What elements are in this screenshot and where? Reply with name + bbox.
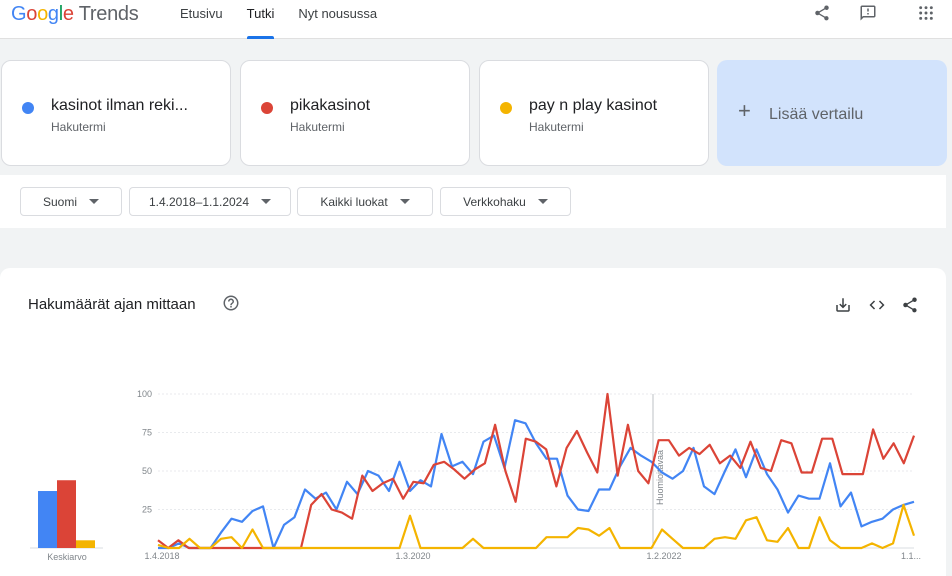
chart-title: Hakumäärät ajan mittaan xyxy=(28,296,196,313)
series-color-dot xyxy=(22,102,34,114)
series-line-1 xyxy=(158,419,915,550)
average-bar-2 xyxy=(57,480,76,548)
y-tick-label: 50 xyxy=(142,466,152,476)
main-nav: Etusivu Tutki Nyt nousussa xyxy=(168,0,389,39)
term-name: kasinot ilman reki... xyxy=(51,97,188,114)
search-type-value: Verkkohaku xyxy=(463,194,526,209)
logo-google-text: Google xyxy=(11,3,74,25)
region-value: Suomi xyxy=(42,194,77,209)
y-tick-label: 25 xyxy=(142,505,152,515)
date-range-dropdown[interactable]: 1.4.2018–1.1.2024 xyxy=(129,187,291,216)
share-icon[interactable] xyxy=(811,2,833,24)
filter-bar: Suomi 1.4.2018–1.1.2024 Kaikki luokat Ve… xyxy=(0,175,946,228)
x-tick-label: 1.4.2018 xyxy=(144,551,179,561)
logo-trends-text: Trends xyxy=(78,3,139,25)
term-name: pay n play kasinot xyxy=(529,97,658,114)
term-card-2[interactable]: pikakasinot Hakutermi xyxy=(240,60,470,166)
average-bar-1 xyxy=(38,491,57,548)
apps-grid-icon[interactable] xyxy=(915,2,937,24)
series-color-dot xyxy=(500,102,512,114)
category-value: Kaikki luokat xyxy=(320,194,388,209)
region-dropdown[interactable]: Suomi xyxy=(20,187,122,216)
x-tick-label: 1.2.2022 xyxy=(646,551,681,561)
average-label: Keskiarvo xyxy=(47,552,87,562)
feedback-icon[interactable] xyxy=(857,2,879,24)
caret-down-icon xyxy=(399,199,410,204)
term-type: Hakutermi xyxy=(290,120,345,134)
note-label: Huomioitavaa xyxy=(655,450,665,505)
average-bar-3 xyxy=(76,540,95,548)
help-icon[interactable] xyxy=(222,294,240,312)
add-comparison-label: Lisää vertailu xyxy=(769,106,864,123)
top-bar: Google Trends Etusivu Tutki Nyt nousussa xyxy=(0,0,952,39)
term-card-3[interactable]: pay n play kasinot Hakutermi xyxy=(479,60,709,166)
category-dropdown[interactable]: Kaikki luokat xyxy=(297,187,433,216)
term-type: Hakutermi xyxy=(529,120,584,134)
y-tick-label: 75 xyxy=(142,428,152,438)
term-name: pikakasinot xyxy=(290,97,371,114)
x-tick-label: 1.3.2020 xyxy=(395,551,430,561)
series-line-3 xyxy=(157,503,916,550)
embed-icon[interactable] xyxy=(867,295,887,315)
google-trends-logo[interactable]: Google Trends xyxy=(11,3,139,26)
y-tick-label: 100 xyxy=(137,389,152,399)
caret-down-icon xyxy=(89,199,99,204)
add-comparison-button[interactable]: + Lisää vertailu xyxy=(717,60,947,166)
plus-icon: + xyxy=(738,98,751,123)
nav-nyt-nousussa[interactable]: Nyt nousussa xyxy=(298,6,378,21)
search-type-dropdown[interactable]: Verkkohaku xyxy=(440,187,571,216)
share-icon[interactable] xyxy=(900,295,920,315)
caret-down-icon xyxy=(537,199,548,204)
nav-tutki[interactable]: Tutki xyxy=(235,0,287,39)
interest-over-time-card: Hakumäärät ajan mittaan xyxy=(0,268,946,576)
nav-etusivu[interactable]: Etusivu xyxy=(180,6,223,21)
series-color-dot xyxy=(261,102,273,114)
caret-down-icon xyxy=(261,199,272,204)
x-tick-label: 1.1... xyxy=(901,551,921,561)
date-range-value: 1.4.2018–1.1.2024 xyxy=(148,194,250,209)
download-icon[interactable] xyxy=(833,295,853,315)
term-type: Hakutermi xyxy=(51,120,106,134)
term-card-1[interactable]: kasinot ilman reki... Hakutermi xyxy=(1,60,231,166)
